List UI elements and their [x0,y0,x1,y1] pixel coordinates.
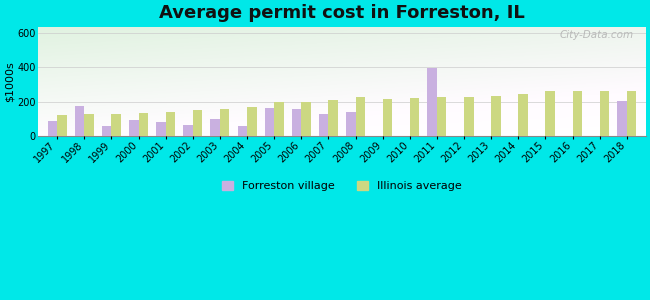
Bar [57,115,67,136]
Bar [545,92,555,136]
Bar [356,98,365,136]
Bar [166,112,176,136]
Bar [319,114,328,136]
Bar [464,97,474,136]
Text: City-Data.com: City-Data.com [560,30,634,40]
Bar [437,97,447,136]
Title: Average permit cost in Forreston, IL: Average permit cost in Forreston, IL [159,4,525,22]
Bar [627,92,636,136]
Bar [247,107,257,136]
Bar [428,68,437,136]
Bar [111,114,121,136]
Bar [193,110,202,136]
Bar [238,126,247,136]
Bar [410,98,419,136]
Bar [346,112,356,136]
Bar [274,103,283,136]
Bar [129,120,138,136]
Bar [600,91,609,136]
Bar [220,109,229,136]
Bar [292,109,302,136]
Bar [75,106,84,136]
Bar [84,114,94,136]
Bar [618,101,627,136]
Bar [518,94,528,136]
Y-axis label: $1000s: $1000s [4,61,14,101]
Bar [102,125,111,136]
Bar [383,99,392,136]
Bar [265,108,274,136]
Bar [302,102,311,136]
Legend: Forreston village, Illinois average: Forreston village, Illinois average [218,177,466,196]
Bar [328,100,338,136]
Bar [491,96,500,136]
Bar [138,113,148,136]
Bar [156,122,166,136]
Bar [573,92,582,136]
Bar [211,119,220,136]
Bar [183,125,193,136]
Bar [47,121,57,136]
